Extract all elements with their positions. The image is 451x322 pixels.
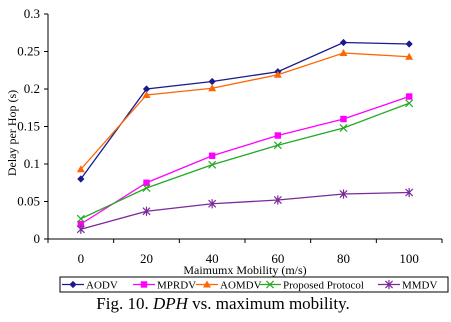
data-point-mmdv [76, 224, 85, 234]
data-point-mprdv [143, 179, 150, 186]
y-tick-label: 0.15 [17, 119, 40, 134]
legend-label-aomdv: AOMDV [220, 280, 262, 292]
data-point-aomdv [273, 70, 282, 78]
data-point-mprdv [274, 132, 282, 139]
series-line-aomdv [80, 52, 410, 170]
data-point-aomdv [339, 49, 348, 56]
data-point-aodv [339, 38, 348, 47]
data-point-mmdv [208, 199, 217, 209]
data-point-mprdv [77, 220, 85, 228]
legend-box [59, 276, 449, 293]
legend-marker-aodv [69, 280, 77, 289]
x-tick-label: 20 [140, 251, 153, 266]
caption-suffix: vs. maximum mobility. [188, 294, 350, 313]
legend-marker-mmdv [384, 279, 394, 290]
data-point-aomdv [405, 52, 414, 60]
x-axis-title: Maimumx Mobility (m/s) [183, 263, 306, 277]
data-point-proposed-protocol [273, 141, 282, 150]
x-tick-label: 0 [78, 251, 85, 266]
data-point-mprdv [340, 115, 347, 123]
plot-area: 0 0.05 0.1 0.15 0.2 0.25 0.3 0 20 40 60 80 100 [17, 6, 443, 266]
y-tick-label: 0.2 [24, 81, 40, 96]
legend-marker-aomdv [203, 280, 211, 288]
y-tick-label: 0.05 [17, 194, 40, 209]
legend-label-mmdv: MMDV [402, 280, 438, 292]
series-line-proposed-protocol [80, 102, 410, 220]
x-tick-label: 80 [337, 251, 350, 266]
data-point-mmdv [339, 189, 348, 199]
legend-marker-proposed-protocol [265, 280, 275, 289]
data-point-proposed-protocol [76, 214, 85, 223]
legend-label-aodv: AODV [86, 280, 118, 292]
data-point-aomdv [76, 165, 85, 173]
y-axis-title: Delay per Hop (s) [5, 90, 19, 176]
data-point-proposed-protocol [405, 99, 414, 108]
data-point-aomdv [142, 91, 151, 98]
y-tick-label: 0.3 [24, 6, 40, 21]
y-tick-label: 0 [34, 231, 41, 246]
legend-label-proposed-protocol: Proposed Protocol [283, 280, 364, 292]
data-point-mprdv [208, 152, 216, 159]
figure-caption: Fig. 10. DPH vs. maximum mobility. [96, 294, 349, 313]
series-line-mmdv [80, 191, 410, 230]
x-tick-label: 40 [206, 251, 219, 266]
series-line-aodv [80, 41, 410, 180]
series-line-mprdv [80, 95, 410, 225]
data-point-proposed-protocol [339, 123, 348, 133]
data-point-mmdv [405, 187, 414, 198]
data-point-aodv [405, 40, 413, 48]
y-tick-label: 0.1 [24, 156, 40, 171]
data-point-proposed-protocol [142, 183, 151, 193]
caption-italic: DPH [152, 294, 190, 313]
y-tick-label: 0.25 [17, 44, 40, 59]
legend: AODV MPRDV AOMDV Proposed Protocol MMDV [59, 276, 449, 293]
caption-prefix: Fig. 10. [96, 294, 153, 313]
data-point-mmdv [142, 206, 151, 216]
data-point-mprdv [405, 93, 413, 100]
x-tick-label: 60 [271, 251, 284, 266]
data-point-aomdv [208, 84, 217, 92]
x-tick-label: 100 [399, 251, 419, 266]
data-point-aodv [142, 85, 151, 93]
data-point-proposed-protocol [208, 160, 217, 169]
legend-label-mprdv: MPRDV [157, 280, 196, 292]
data-point-aodv [77, 175, 85, 183]
data-point-mmdv [273, 195, 282, 205]
legend-marker-mprdv [140, 281, 148, 288]
data-point-aodv [208, 77, 216, 86]
